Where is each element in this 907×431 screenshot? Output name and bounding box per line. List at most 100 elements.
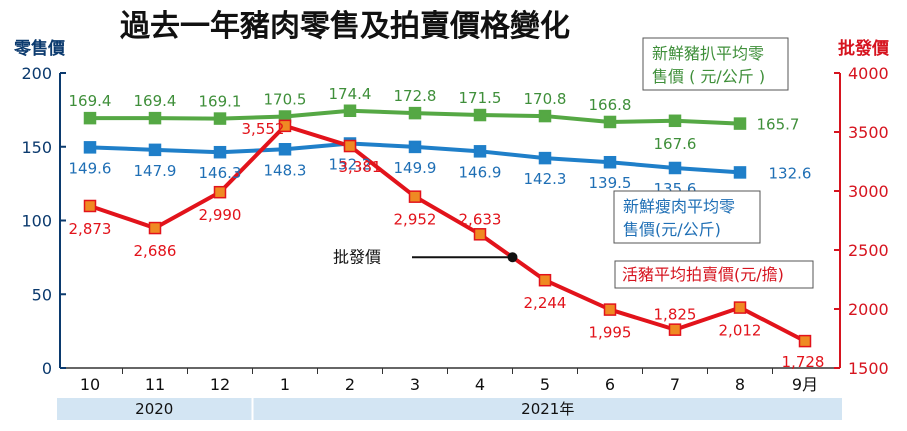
legend-live-pig-line1: 活豬平均拍賣價(元/擔) <box>622 265 784 284</box>
data-point-marker <box>278 119 292 133</box>
legend-live-pig: 活豬平均拍賣價(元/擔) <box>614 260 814 289</box>
legend-lean-pork-line1: 新鮮瘦肉平均零 <box>623 197 735 216</box>
data-label: 169.1 <box>199 93 242 111</box>
data-label: 132.6 <box>769 164 812 182</box>
data-label: 167.6 <box>654 135 697 153</box>
left-tick-label: 200 <box>21 64 52 83</box>
legend-pork-chop-line1: 新鮮豬扒平均零 <box>652 44 764 63</box>
data-label: 169.4 <box>134 92 177 110</box>
legend-lean-pork-line2: 售價(元/公斤) <box>623 220 721 239</box>
legend-lean-pork: 新鮮瘦肉平均零 售價(元/公斤) <box>613 190 761 244</box>
x-tick-label: 11 <box>145 375 165 394</box>
right-tick-label: 2000 <box>848 300 889 319</box>
left-axis-title: 零售價 <box>13 38 66 59</box>
data-label: 149.9 <box>394 159 437 177</box>
data-point-marker <box>473 228 487 241</box>
data-point-marker <box>148 143 162 157</box>
data-label: 2,873 <box>69 220 112 238</box>
data-point-marker <box>83 111 97 125</box>
data-point-marker <box>603 303 617 316</box>
wholesale-annotation: 批發價 <box>333 247 518 266</box>
data-point-marker <box>473 145 487 158</box>
left-tick-label: 0 <box>42 359 52 378</box>
data-point-marker <box>733 301 747 314</box>
data-point-marker <box>278 143 292 156</box>
data-label: 3,552 <box>242 120 285 138</box>
data-point-marker <box>538 273 552 287</box>
chart-title: 過去一年豬肉零售及拍賣價格變化 <box>120 9 570 44</box>
data-label: 170.8 <box>524 90 567 108</box>
data-label: 2,244 <box>524 294 567 312</box>
x-tick-label: 2 <box>345 375 355 394</box>
right-tick-label: 3500 <box>848 123 889 142</box>
data-label: 169.4 <box>69 92 112 110</box>
left-tick-label: 100 <box>21 212 52 231</box>
data-point-marker <box>83 199 97 213</box>
data-point-marker <box>148 111 162 125</box>
data-point-marker <box>83 141 97 154</box>
data-point-marker <box>343 104 357 118</box>
data-label: 3,381 <box>339 158 382 176</box>
x-tick-label: 12 <box>210 375 230 394</box>
x-tick-label: 5 <box>540 375 550 394</box>
x-tick-label: 10 <box>80 375 100 394</box>
data-label: 1,728 <box>782 353 825 371</box>
x-tick-label: 6 <box>605 375 615 394</box>
data-label: 146.9 <box>459 163 502 181</box>
data-label: 170.5 <box>264 91 307 109</box>
x-tick-label: 8 <box>735 375 745 394</box>
data-point-marker <box>408 140 422 154</box>
data-label: 172.8 <box>394 87 437 105</box>
year-band <box>253 398 842 420</box>
data-label: 2,012 <box>719 322 762 340</box>
data-label: 174.4 <box>329 85 372 103</box>
data-label: 2,952 <box>394 211 437 229</box>
data-point-marker <box>213 112 227 125</box>
data-point-marker <box>538 151 552 165</box>
data-point-marker <box>213 145 227 159</box>
data-point-marker <box>343 139 357 153</box>
data-label: 171.5 <box>459 89 502 107</box>
year-label: 2021年 <box>521 400 574 418</box>
data-labels: 169.4 169.4 169.1 170.5 174.4 172.8 171.5 170.8… <box>69 85 825 371</box>
right-tick-label: 3000 <box>848 182 889 201</box>
data-label: 165.7 <box>757 116 800 134</box>
data-point-marker <box>733 166 747 179</box>
data-label: 2,633 <box>459 210 502 228</box>
series-line-2 <box>89 123 806 343</box>
right-tick-label: 1500 <box>848 359 889 378</box>
data-point-marker <box>668 161 682 175</box>
x-tick-label: 4 <box>475 375 485 394</box>
right-tick-label: 4000 <box>848 64 889 83</box>
data-point-marker <box>668 114 682 128</box>
data-label: 148.3 <box>264 161 307 179</box>
data-label: 139.5 <box>589 174 632 192</box>
data-label: 142.3 <box>524 170 567 188</box>
annotation-label: 批發價 <box>333 247 381 266</box>
x-tick-label: 7 <box>670 375 680 394</box>
right-axis-title: 批發價 <box>838 38 890 59</box>
x-tick-label: 3 <box>410 375 420 394</box>
data-point-marker <box>538 109 552 123</box>
legend-pork-chop: 新鮮豬扒平均零 售價 ( 元/公斤 ) <box>642 37 789 91</box>
axes: 0 50 100 150 200 1500 2000 2500 3000 3500 4000 <box>21 64 888 378</box>
data-point-marker <box>148 221 162 235</box>
data-label: 1,995 <box>589 324 632 342</box>
data-point-marker <box>473 108 487 122</box>
right-tick-label: 2500 <box>848 241 889 260</box>
legend-pork-chop-line2: 售價 ( 元/公斤 ) <box>652 67 765 86</box>
data-point-marker <box>408 106 422 120</box>
data-label: 147.9 <box>134 162 177 180</box>
year-label: 2020 <box>135 400 173 418</box>
data-label: 152.2 <box>329 156 372 174</box>
year-band <box>57 398 252 420</box>
data-label: 149.6 <box>69 159 112 177</box>
left-tick-label: 150 <box>21 138 52 157</box>
data-point-marker <box>408 190 422 203</box>
data-label: 166.8 <box>589 96 632 114</box>
data-point-marker <box>603 115 617 129</box>
series-markers <box>83 104 812 348</box>
data-point-marker <box>733 117 747 130</box>
